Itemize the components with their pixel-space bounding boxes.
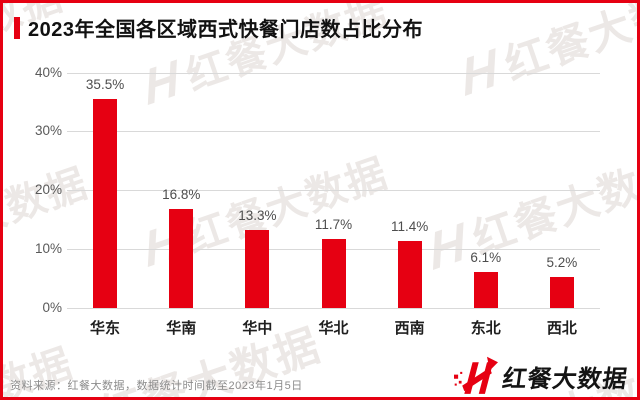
category-label: 华南 xyxy=(166,320,197,337)
y-tick-label: 10% xyxy=(34,241,62,257)
category-label: 华北 xyxy=(318,320,349,337)
bar-value-label: 11.4% xyxy=(391,218,429,234)
gridline xyxy=(67,131,600,133)
bar-value-label: 35.5% xyxy=(85,76,125,92)
bar xyxy=(169,209,194,308)
bar xyxy=(397,240,422,308)
category-label: 东北 xyxy=(470,320,501,337)
y-tick-label: 30% xyxy=(34,123,62,139)
bar-value-label: 16.8% xyxy=(162,187,201,203)
bar xyxy=(321,239,346,308)
category-label: 华中 xyxy=(242,320,273,337)
title-accent-bar xyxy=(14,16,20,39)
bar-value-label: 5.2% xyxy=(546,255,578,271)
gridline xyxy=(67,190,600,192)
bar-value-label: 11.7% xyxy=(314,217,353,233)
chart-title: 2023年全国各区域西式快餐门店数占比分布 xyxy=(28,19,423,41)
bar-value-label: 6.1% xyxy=(470,250,502,266)
bar xyxy=(93,98,118,308)
brand-logo: 红餐大数据 xyxy=(454,354,630,398)
gridline xyxy=(67,72,600,74)
y-tick-label: 20% xyxy=(34,182,62,198)
source-note: 资料来源：红餐大数据，数据统计时间截至2023年1月5日 xyxy=(10,380,303,392)
header: 2023年全国各区域西式快餐门店数占比分布 xyxy=(14,13,423,42)
bar xyxy=(549,277,574,308)
category-label: 西北 xyxy=(546,320,577,337)
brand-logo-icon xyxy=(454,356,498,394)
category-label: 华东 xyxy=(90,320,121,337)
y-tick-label: 0% xyxy=(42,300,62,315)
category-label: 西南 xyxy=(394,320,425,337)
bar xyxy=(245,229,270,308)
gridline xyxy=(67,308,600,309)
bar-value-label: 13.3% xyxy=(238,207,277,223)
bar xyxy=(473,272,498,308)
y-tick-label: 40% xyxy=(34,64,62,80)
brand-logo-text: 红餐大数据 xyxy=(500,365,630,393)
